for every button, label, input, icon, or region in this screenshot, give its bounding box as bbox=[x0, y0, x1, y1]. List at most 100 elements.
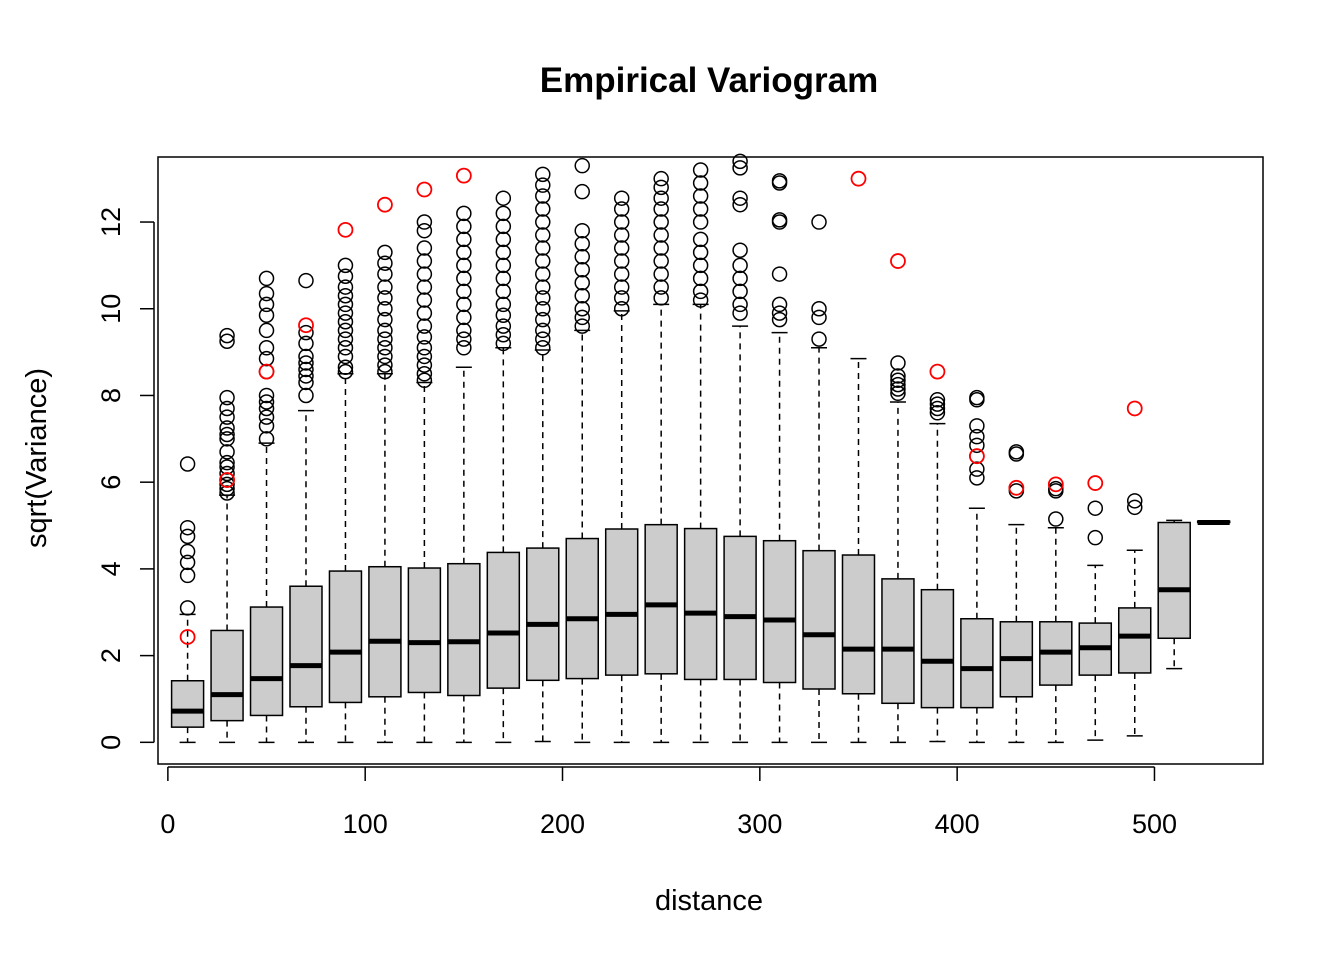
outlier-point bbox=[179, 528, 196, 545]
outlier-point bbox=[416, 253, 433, 269]
box-group bbox=[249, 270, 284, 744]
box-body bbox=[407, 567, 442, 694]
outlier-point bbox=[495, 257, 512, 274]
box-body bbox=[486, 551, 521, 689]
outlier-point bbox=[692, 244, 709, 261]
outlier-point bbox=[811, 214, 827, 230]
outlier-point bbox=[258, 418, 275, 434]
box-group bbox=[960, 389, 994, 744]
box-group bbox=[841, 357, 876, 744]
box-body bbox=[960, 618, 994, 709]
box-body bbox=[920, 588, 955, 709]
red-point bbox=[1047, 476, 1064, 493]
outlier-point bbox=[969, 428, 985, 445]
outlier-point bbox=[732, 283, 748, 300]
outlier-point bbox=[219, 333, 235, 350]
outlier-point bbox=[258, 270, 275, 287]
box-body bbox=[802, 549, 836, 690]
outlier-point bbox=[298, 387, 314, 404]
outlier-point bbox=[219, 444, 235, 460]
box-body bbox=[604, 528, 639, 676]
outlier-point bbox=[456, 270, 472, 287]
outlier-point bbox=[535, 188, 551, 204]
outlier-point bbox=[219, 459, 235, 475]
outlier-point bbox=[219, 454, 235, 471]
outlier-point bbox=[653, 266, 669, 282]
outlier-point bbox=[337, 348, 354, 365]
outlier-point bbox=[495, 283, 512, 300]
outlier-point bbox=[692, 270, 709, 287]
box-body bbox=[683, 527, 718, 681]
outlier-point bbox=[456, 340, 472, 356]
x-tick-label: 200 bbox=[540, 809, 585, 839]
outlier-point bbox=[258, 350, 275, 367]
outlier-point bbox=[377, 363, 393, 380]
outlier-point bbox=[535, 290, 551, 306]
y-tick-label: 2 bbox=[96, 648, 126, 663]
outlier-point bbox=[811, 301, 827, 317]
outlier-point bbox=[495, 327, 512, 343]
outlier-point bbox=[456, 244, 472, 261]
outlier-point bbox=[416, 214, 433, 230]
outlier-point bbox=[732, 270, 748, 287]
outlier-point bbox=[929, 405, 946, 421]
y-axis: 0 2 4 6 8 10 12 bbox=[96, 207, 155, 750]
x-axis-label: distance bbox=[655, 885, 763, 917]
outlier-point bbox=[337, 257, 354, 274]
box-body bbox=[368, 565, 402, 698]
outlier-point bbox=[337, 287, 354, 304]
x-tick-label: 500 bbox=[1132, 809, 1177, 839]
outlier-point bbox=[732, 160, 748, 176]
outlier-point bbox=[377, 279, 393, 295]
outlier-point bbox=[337, 363, 354, 380]
red-point bbox=[298, 317, 314, 334]
x-tick-label: 0 bbox=[160, 809, 175, 839]
red-point bbox=[890, 253, 906, 269]
outlier-point bbox=[732, 257, 748, 274]
outlier-point bbox=[377, 244, 393, 261]
outlier-point bbox=[219, 465, 235, 482]
outlier-point bbox=[258, 296, 275, 313]
outlier-point bbox=[456, 231, 472, 248]
outlier-point bbox=[969, 470, 985, 486]
outlier-point bbox=[969, 418, 985, 434]
red-point bbox=[850, 170, 867, 187]
outlier-point bbox=[456, 296, 472, 313]
outlier-point bbox=[495, 231, 512, 248]
outlier-point bbox=[456, 309, 472, 326]
outlier-point bbox=[535, 253, 551, 269]
outlier-point bbox=[219, 400, 235, 417]
outlier-point bbox=[613, 201, 630, 217]
box-body bbox=[447, 562, 481, 697]
outlier-point bbox=[298, 368, 314, 384]
outlier-point bbox=[732, 190, 748, 206]
outlier-point bbox=[771, 296, 788, 313]
outlier-point bbox=[574, 287, 590, 304]
box-group bbox=[999, 444, 1034, 744]
red-point bbox=[1126, 400, 1143, 417]
box-group bbox=[762, 173, 797, 744]
outlier-point bbox=[337, 359, 354, 376]
outlier-point bbox=[653, 253, 669, 269]
outlier-point bbox=[416, 240, 433, 256]
outlier-point bbox=[574, 301, 590, 317]
outlier-point bbox=[890, 385, 906, 402]
outlier-point bbox=[258, 431, 275, 447]
outlier-point bbox=[377, 311, 393, 328]
y-tick-label: 12 bbox=[96, 207, 126, 237]
outlier-point bbox=[337, 314, 354, 330]
outlier-point bbox=[732, 196, 748, 213]
outlier-point bbox=[298, 355, 314, 371]
outlier-point bbox=[337, 331, 354, 347]
outlier-point bbox=[416, 266, 433, 282]
outlier-point bbox=[258, 400, 275, 417]
outlier-point bbox=[495, 270, 512, 287]
box-group bbox=[565, 157, 599, 744]
outlier-point bbox=[179, 567, 196, 584]
box-body bbox=[210, 629, 244, 722]
outlier-point bbox=[298, 348, 314, 365]
box-group bbox=[407, 214, 442, 744]
outlier-point bbox=[535, 322, 551, 339]
outlier-point bbox=[929, 396, 946, 412]
